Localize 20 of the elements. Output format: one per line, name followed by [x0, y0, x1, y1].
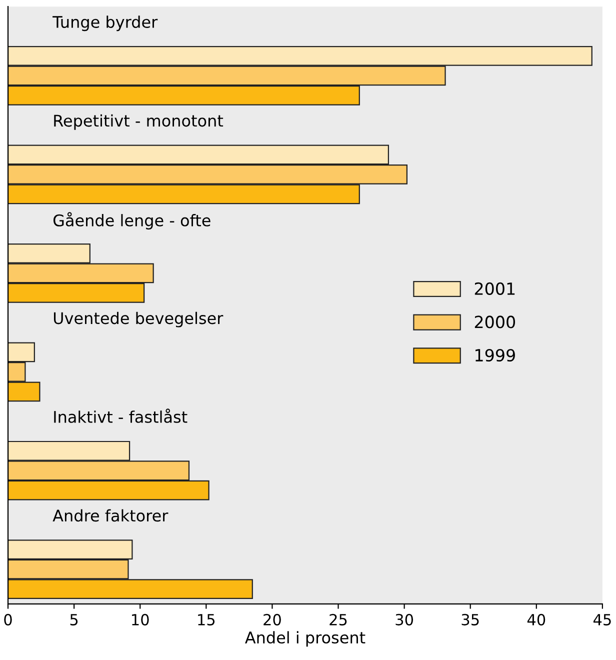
x-tick-label: 45	[593, 614, 611, 626]
x-tick-label: 20	[264, 614, 281, 626]
x-tick-label: 15	[198, 614, 215, 626]
x-tick-label: 30	[396, 614, 414, 626]
x-tick-label: 10	[132, 614, 149, 626]
legend-label: 1999	[476, 348, 515, 362]
y-tick-label: Repetitivt - monotont	[54, 114, 224, 130]
y-tick-label: Uventede bevegelser	[54, 312, 224, 328]
legend-label: 2001	[474, 282, 515, 295]
x-axis-title: Andel i prosent	[245, 631, 366, 647]
y-tick-label: Inaktivt - fastlåst	[54, 408, 188, 423]
y-tick-label: Gående lenge - ofte	[53, 212, 210, 230]
x-tick-label: 35	[462, 614, 479, 626]
x-tick-label: 0	[4, 614, 12, 626]
legend-label: 2000	[474, 316, 516, 328]
y-tick-label: Andre faktorer	[52, 509, 168, 522]
x-tick-label: 25	[330, 614, 347, 626]
x-tick-label: 5	[70, 614, 78, 626]
y-tick-label: Tunge byrder	[52, 16, 158, 32]
x-tick-label: 40	[527, 614, 546, 626]
